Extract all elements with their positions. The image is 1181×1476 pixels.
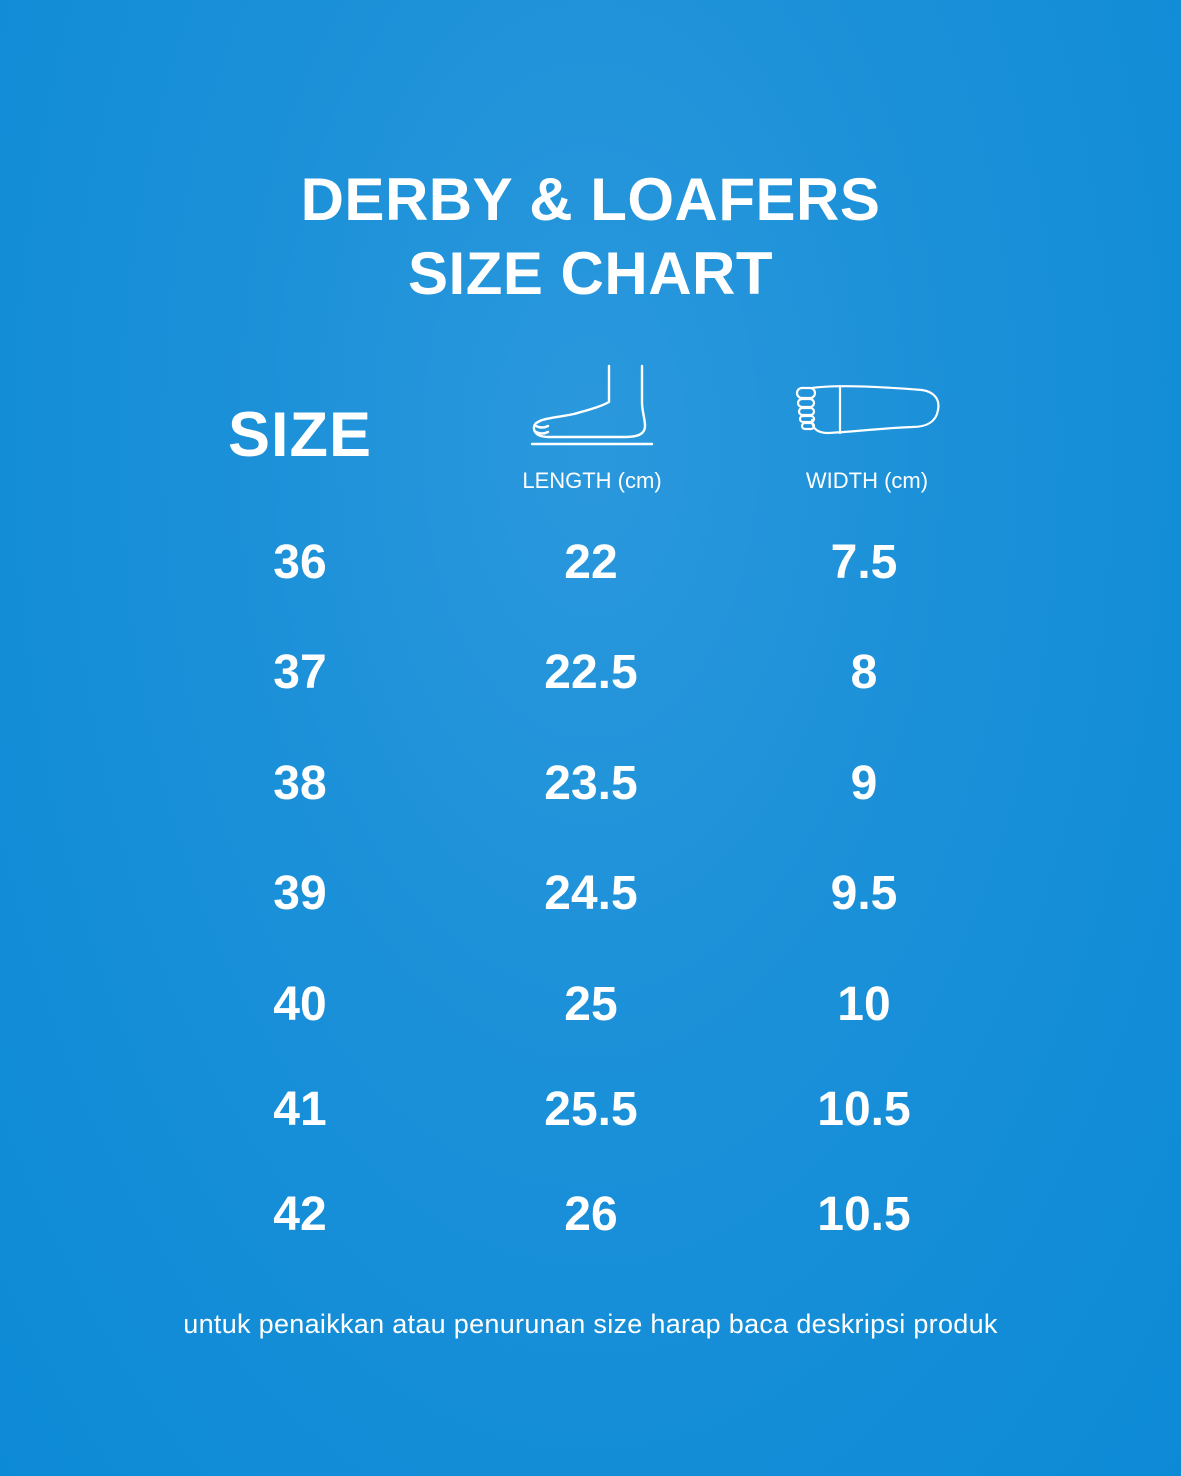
size-value: 39 [273, 867, 327, 920]
size-value: 38 [273, 757, 327, 810]
length-value: 25.5 [544, 1083, 638, 1136]
size-value: 41 [273, 1083, 327, 1136]
width-value: 10.5 [817, 1188, 911, 1241]
width-value: 9 [850, 757, 878, 810]
size-row: 42 26 10.5 [0, 1180, 1181, 1250]
size-row: 39 24.5 9.5 [0, 859, 1181, 929]
width-value: 7.5 [830, 536, 898, 589]
chart-title-line1: DERBY & LOAFERS [300, 166, 881, 233]
width-column-header: WIDTH (cm) [805, 468, 929, 493]
width-value: 10 [837, 978, 891, 1031]
size-column-header: SIZE [228, 400, 373, 470]
width-value: 9.5 [830, 867, 898, 920]
size-value: 36 [273, 536, 327, 589]
size-row: 38 23.5 9 [0, 749, 1181, 819]
size-row: 40 25 10 [0, 970, 1181, 1040]
length-value: 22 [564, 536, 618, 589]
size-row: 36 22 7.5 [0, 528, 1181, 598]
size-row: 41 25.5 10.5 [0, 1075, 1181, 1145]
width-value: 10.5 [817, 1083, 911, 1136]
size-value: 37 [273, 646, 327, 699]
size-row: 37 22.5 8 [0, 638, 1181, 708]
width-value: 8 [850, 646, 878, 699]
foot-sole-icon [795, 384, 940, 435]
size-value: 42 [273, 1188, 327, 1241]
length-value: 24.5 [544, 867, 638, 920]
chart-title-line2: SIZE CHART [408, 240, 773, 307]
size-footnote: untuk penaikkan atau penurunan size hara… [183, 1309, 998, 1339]
foot-side-icon [530, 364, 654, 446]
length-column-header: LENGTH (cm) [522, 468, 662, 493]
size-value: 40 [273, 978, 327, 1031]
length-value: 22.5 [544, 646, 638, 699]
length-value: 26 [564, 1188, 618, 1241]
length-value: 23.5 [544, 757, 638, 810]
length-value: 25 [564, 978, 618, 1031]
